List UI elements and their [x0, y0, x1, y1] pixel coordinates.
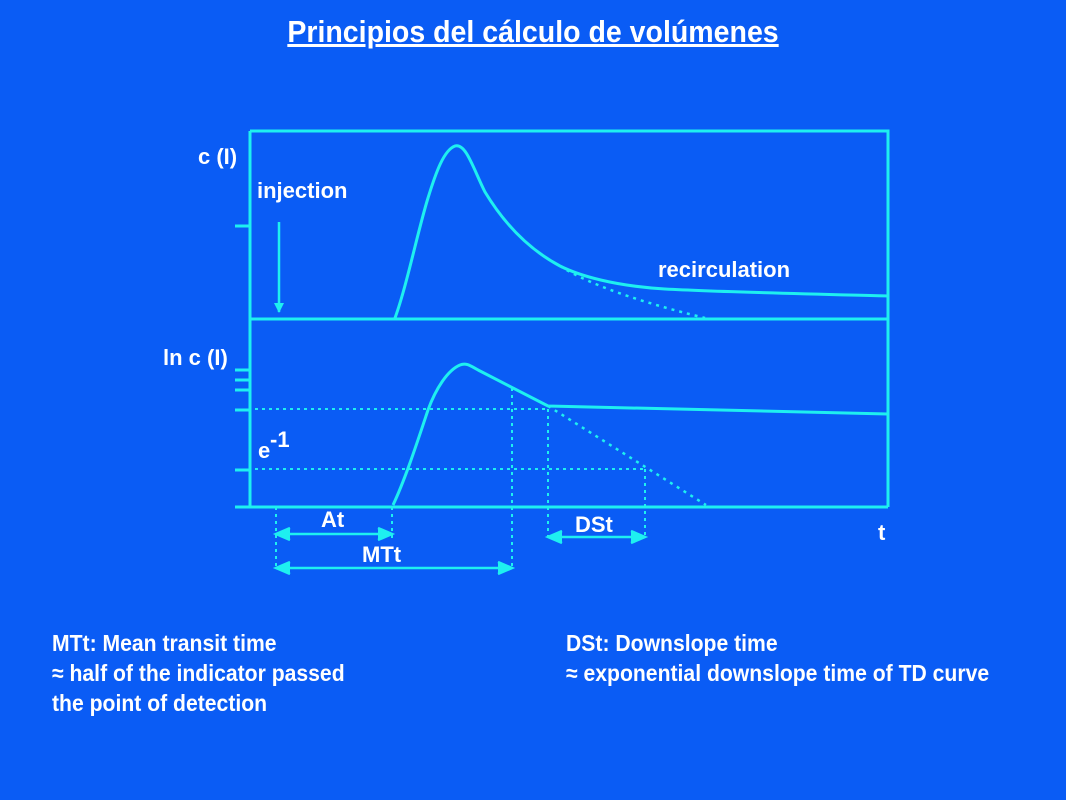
recirculation-label: recirculation	[658, 257, 790, 282]
e-base-label: e	[258, 438, 270, 463]
page-title: Principios del cálculo de volúmenes	[287, 14, 779, 49]
dst-caption-line1: DSt: Downslope time	[566, 630, 778, 656]
at-arrowhead-left	[272, 526, 291, 542]
concentration-curve	[393, 144, 889, 319]
dst-arrowhead-right	[630, 529, 649, 545]
injection-label: injection	[257, 178, 347, 203]
log-concentration-curve	[391, 362, 889, 506]
top-axis-label: c (I)	[198, 144, 237, 169]
concentration-extrapolated-curve	[559, 264, 706, 320]
mtt-caption-line2: ≈ half of the indicator passed	[52, 660, 345, 686]
dst-label: DSt	[575, 512, 614, 537]
mtt-caption-line3: the point of detection	[52, 690, 268, 716]
dst-caption-line2: ≈ exponential downslope time of TD curve	[566, 660, 990, 686]
mtt-caption-line1: MTt: Mean transit time	[52, 630, 277, 656]
at-arrowhead-right	[377, 526, 396, 542]
e-exponent-label: -1	[270, 427, 290, 452]
mtt-caption: MTt: Mean transit time ≈ half of the ind…	[52, 628, 345, 718]
at-label: At	[321, 507, 345, 532]
mtt-label: MTt	[362, 542, 402, 567]
dst-arrowhead-left	[544, 529, 563, 545]
t-axis-label: t	[878, 520, 886, 545]
mtt-arrowhead-left	[272, 560, 291, 576]
top-panel-frame	[250, 129, 890, 507]
dst-caption: DSt: Downslope time ≈ exponential downsl…	[566, 628, 989, 688]
mtt-arrowhead-right	[497, 560, 516, 576]
log-concentration-extrapolated-line	[547, 404, 707, 507]
bottom-axis-label: ln c (I)	[163, 345, 228, 370]
